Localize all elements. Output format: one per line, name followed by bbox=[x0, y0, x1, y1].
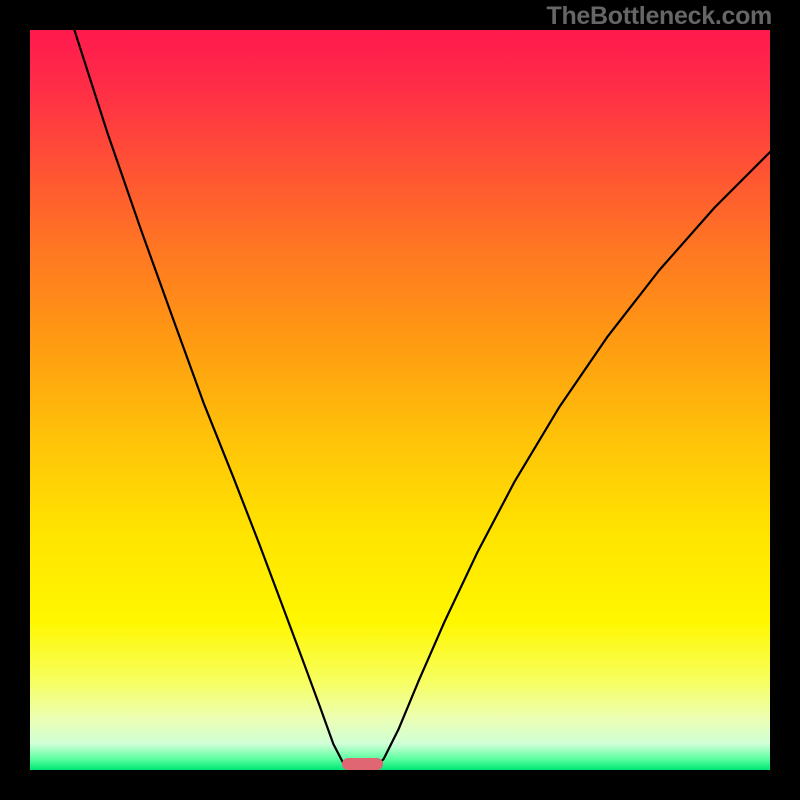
curve-left-branch bbox=[74, 30, 348, 766]
chart-container: TheBottleneck.com bbox=[0, 0, 800, 800]
watermark-text: TheBottleneck.com bbox=[546, 2, 772, 31]
curve-right-branch bbox=[376, 152, 770, 766]
bottleneck-curve bbox=[30, 30, 770, 770]
plot-area bbox=[30, 30, 770, 770]
minimum-marker bbox=[342, 758, 383, 770]
